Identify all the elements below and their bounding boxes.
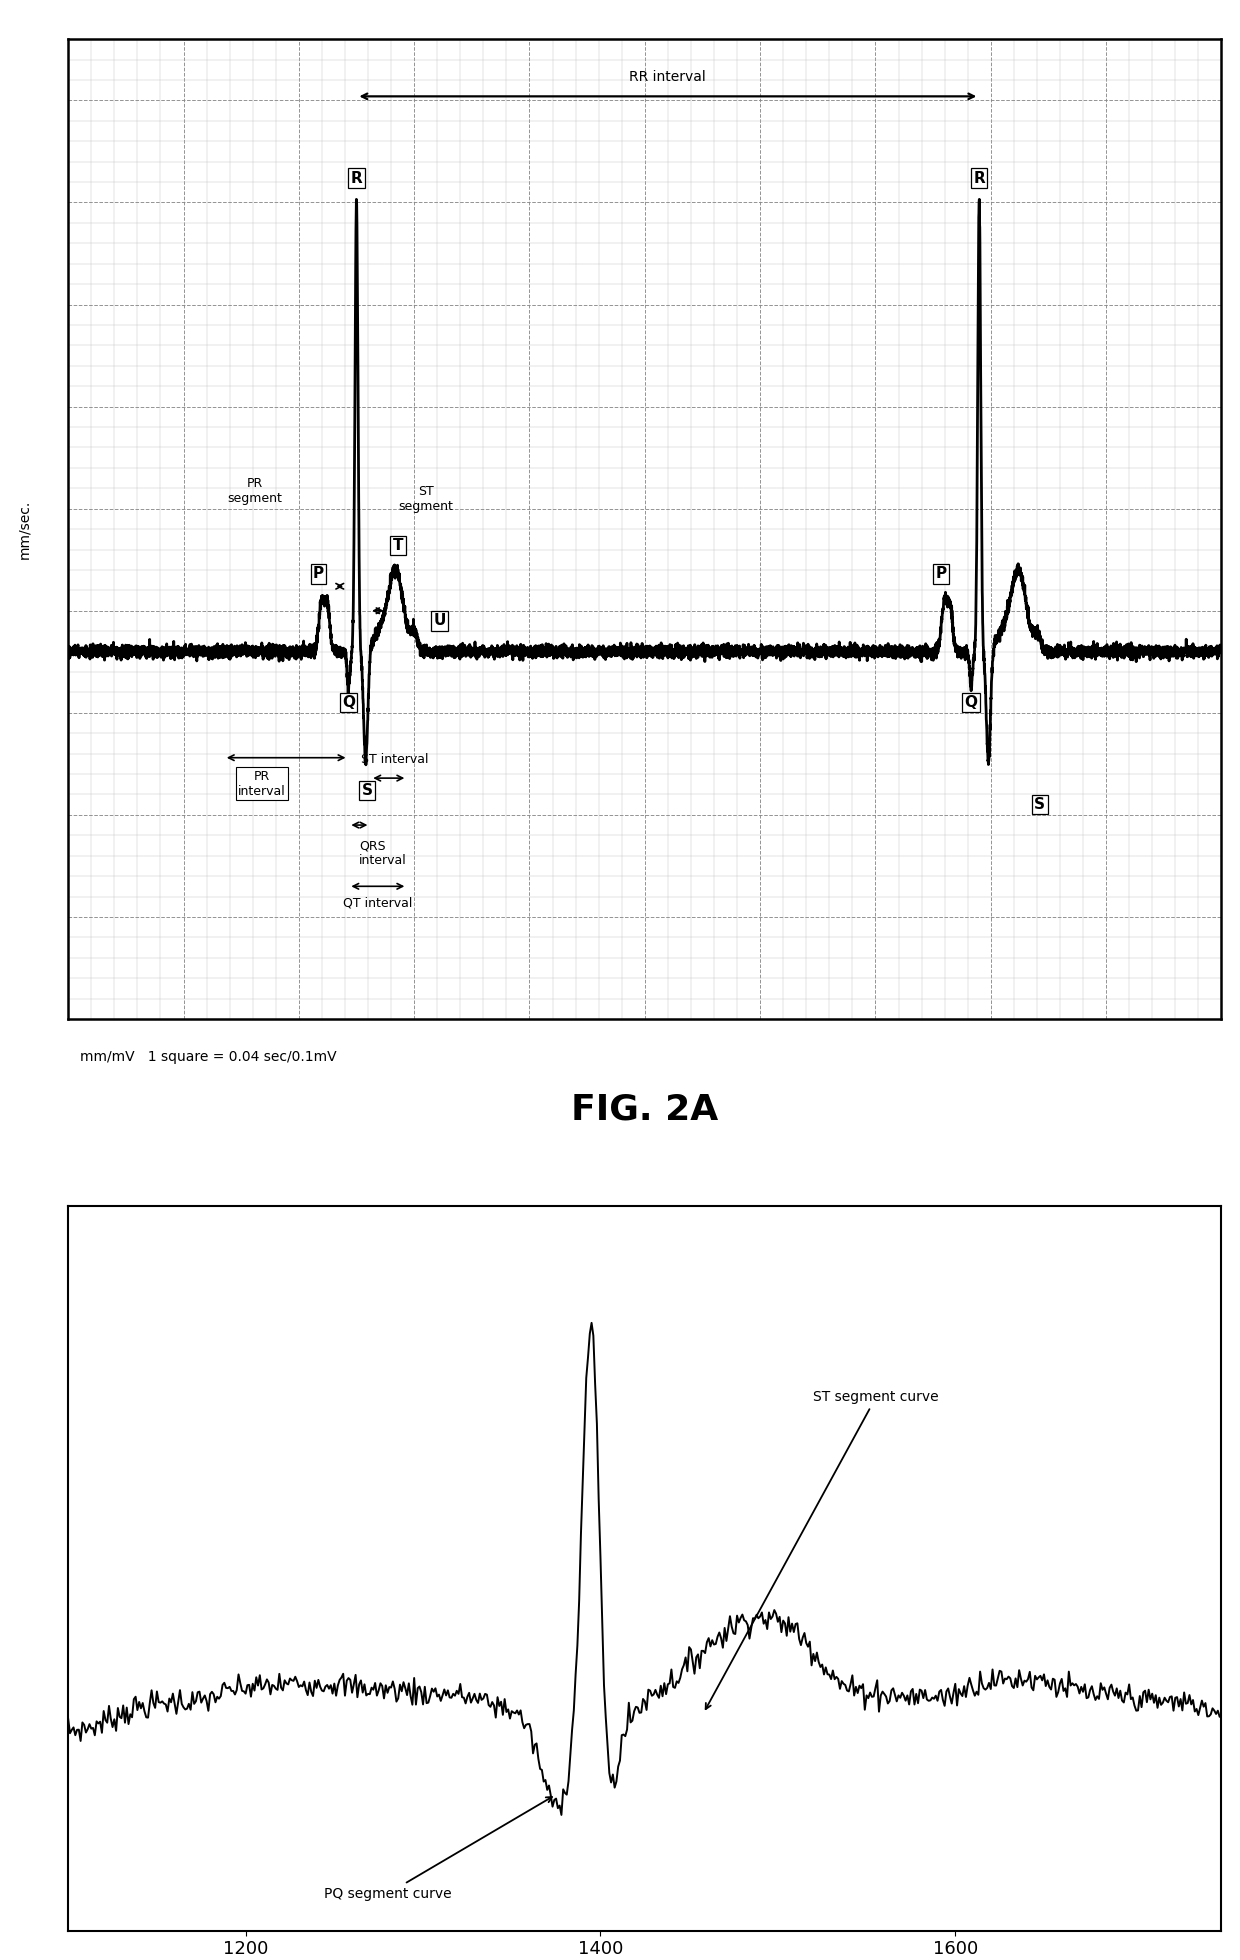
Text: ST
segment: ST segment — [398, 484, 453, 514]
Text: S: S — [361, 782, 372, 798]
Text: P: P — [312, 566, 324, 582]
Text: ST segment curve: ST segment curve — [706, 1390, 939, 1709]
Text: ST interval: ST interval — [361, 753, 428, 766]
Text: QT interval: QT interval — [343, 896, 413, 909]
Text: T: T — [393, 537, 403, 553]
Text: Q: Q — [965, 696, 977, 710]
Text: S: S — [1034, 798, 1045, 811]
Text: U: U — [433, 613, 445, 629]
Text: RR interval: RR interval — [630, 71, 707, 84]
Text: mm/sec.: mm/sec. — [17, 500, 31, 559]
Text: mm/mV   1 square = 0.04 sec/0.1mV: mm/mV 1 square = 0.04 sec/0.1mV — [79, 1051, 336, 1064]
Text: R: R — [973, 171, 985, 186]
Text: PQ segment curve: PQ segment curve — [324, 1797, 552, 1901]
Text: R: R — [351, 171, 362, 186]
Text: P: P — [936, 566, 946, 582]
Text: PR
interval: PR interval — [238, 770, 285, 798]
Text: PR
segment: PR segment — [228, 476, 283, 504]
Text: Q: Q — [342, 696, 355, 710]
Text: FIG. 2A: FIG. 2A — [572, 1092, 718, 1127]
Text: QRS
interval: QRS interval — [358, 839, 407, 868]
